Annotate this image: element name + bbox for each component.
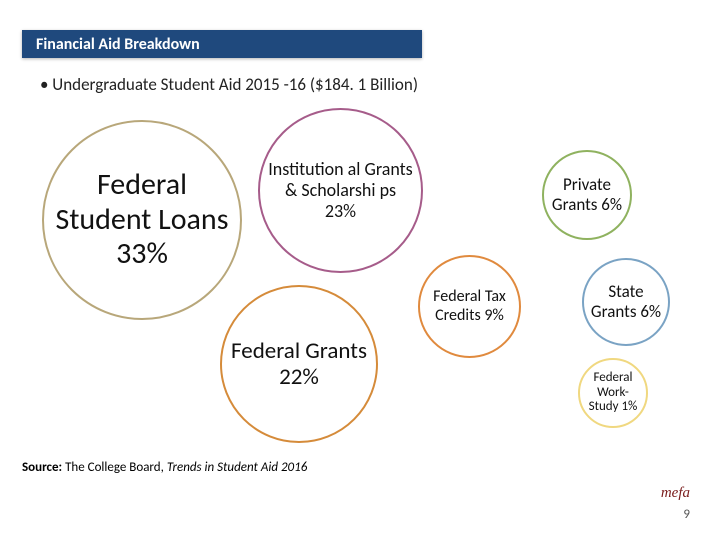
bubble-label: Federal Student Loans 33% (54, 168, 230, 272)
bubble-state-grants: State Grants 6% (582, 258, 670, 346)
logo: mefa (661, 485, 690, 502)
source-title: Trends in Student Aid 2016 (167, 460, 308, 475)
page-number: 9 (683, 507, 690, 522)
slide-title-bar: Financial Aid Breakdown (22, 30, 422, 58)
slide-subtitle: • Undergraduate Student Aid 2015 -16 ($1… (40, 74, 418, 95)
source-text: The College Board, (62, 460, 167, 475)
bubble-fed-work: Federal Work-Study 1% (578, 358, 648, 428)
bubble-label: Federal Work-Study 1% (583, 371, 642, 416)
bubble-priv-grants: Private Grants 6% (542, 150, 632, 240)
bubble-fed-loans: Federal Student Loans 33% (42, 120, 242, 320)
bubble-label: Federal Grants 22% (230, 338, 369, 391)
slide-title: Financial Aid Breakdown (36, 35, 200, 54)
bubble-label: Institution al Grants & Scholarshi ps 23… (268, 159, 413, 221)
source-label: Source: (22, 460, 62, 475)
bubble-label: State Grants 6% (588, 282, 664, 321)
bubble-inst-grants: Institution al Grants & Scholarshi ps 23… (258, 108, 423, 273)
bubble-label: Federal Tax Credits 9% (425, 288, 514, 325)
bubble-label: Private Grants 6% (548, 175, 625, 214)
bubble-fed-grants: Federal Grants 22% (220, 285, 378, 443)
bubble-fed-tax: Federal Tax Credits 9% (418, 255, 521, 358)
source-line: Source: The College Board, Trends in Stu… (22, 460, 307, 475)
